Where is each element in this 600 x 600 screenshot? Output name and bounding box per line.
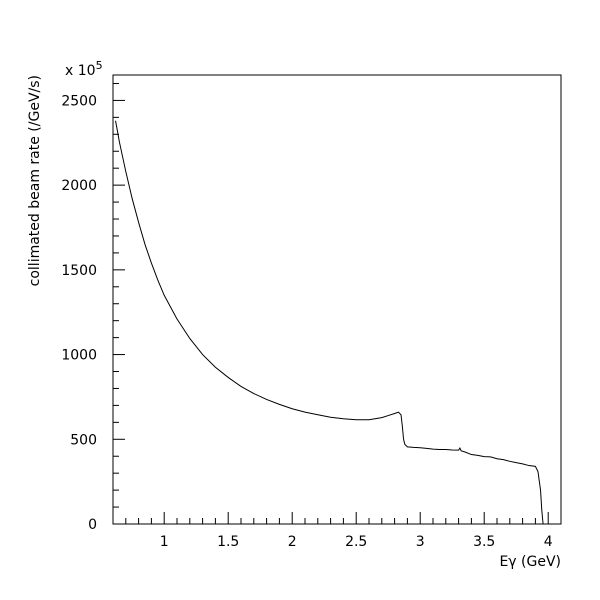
y-tick-label: 0	[88, 517, 97, 533]
y-multiplier-exponent: 5	[96, 59, 103, 72]
y-tick-label: 2500	[61, 93, 97, 109]
x-tick-label: 3.5	[473, 534, 495, 550]
y-tick-label: 1500	[61, 263, 97, 279]
y-axis-tick-labels: 0 500 1000 1500 2000 2500	[61, 93, 97, 533]
x-tick-label: 2.5	[345, 534, 367, 550]
x-axis-tick-labels: 1 1.5 2 2.5 3 3.5 4	[160, 534, 553, 550]
y-tick-label: 500	[70, 432, 97, 448]
x-tick-label: 1.5	[217, 534, 239, 550]
x-tick-label: 1	[160, 534, 169, 550]
y-tick-label: 1000	[61, 348, 97, 364]
y-multiplier-base: x 10	[65, 63, 96, 79]
y-tick-label: 2000	[61, 178, 97, 194]
plot-frame	[112, 74, 562, 525]
y-multiplier-label: x 105	[65, 59, 103, 79]
x-axis-ticks	[112, 512, 562, 524]
series-line	[115, 120, 544, 525]
y-axis-ticks	[113, 82, 125, 525]
x-axis-label: Eγ (GeV)	[499, 554, 561, 570]
x-tick-label: 2	[288, 534, 297, 550]
x-tick-label: 4	[544, 534, 553, 550]
x-tick-label: 3	[416, 534, 425, 550]
y-axis-label: collimated beam rate (/GeV/s)	[27, 75, 43, 286]
